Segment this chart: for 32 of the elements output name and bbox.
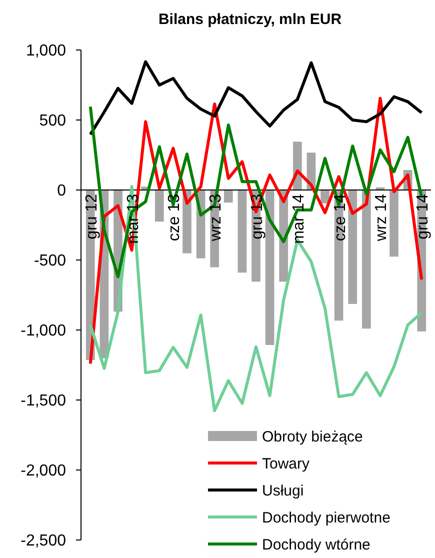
bar	[224, 190, 233, 203]
x-tick-label: gru 12	[83, 194, 100, 240]
y-tick-label: 500	[39, 112, 66, 130]
bar	[320, 190, 330, 204]
y-tick-label: 1,000	[26, 42, 66, 60]
legend-label: Obroty bieżące	[262, 428, 363, 446]
legend-label: Usługi	[262, 482, 304, 500]
line-series	[88, 60, 424, 136]
x-tick-label: gru 14	[414, 194, 432, 240]
x-tick-label: mar 14	[290, 194, 308, 244]
chart-title: Bilans płatniczy, mln EUR	[158, 11, 342, 28]
bar	[238, 190, 247, 273]
x-tick-label: cze 14	[332, 194, 349, 242]
bar	[154, 190, 164, 222]
y-tick-label: -2,000	[20, 462, 66, 480]
bar	[348, 190, 358, 304]
y-tick-label: 0	[57, 182, 66, 200]
y-tick-label: -500	[34, 252, 66, 270]
x-tick-label: cze 13	[166, 194, 184, 242]
x-tick-label: wrz 13	[208, 194, 225, 242]
bar	[362, 190, 371, 329]
y-tick-label: -1,000	[20, 322, 66, 340]
y-tick-label: -1,500	[20, 392, 66, 410]
legend-label: Dochody pierwotne	[262, 509, 390, 526]
bar	[390, 190, 398, 257]
y-tick-label: -2,500	[20, 532, 66, 550]
x-tick-label: wrz 14	[373, 194, 390, 242]
bar	[265, 190, 274, 345]
x-tick-label: mar 13	[124, 194, 142, 244]
legend-label: Towary	[262, 455, 310, 472]
x-tick-label: gru 13	[249, 194, 266, 240]
legend-label: Dochody wtórne	[262, 536, 370, 554]
